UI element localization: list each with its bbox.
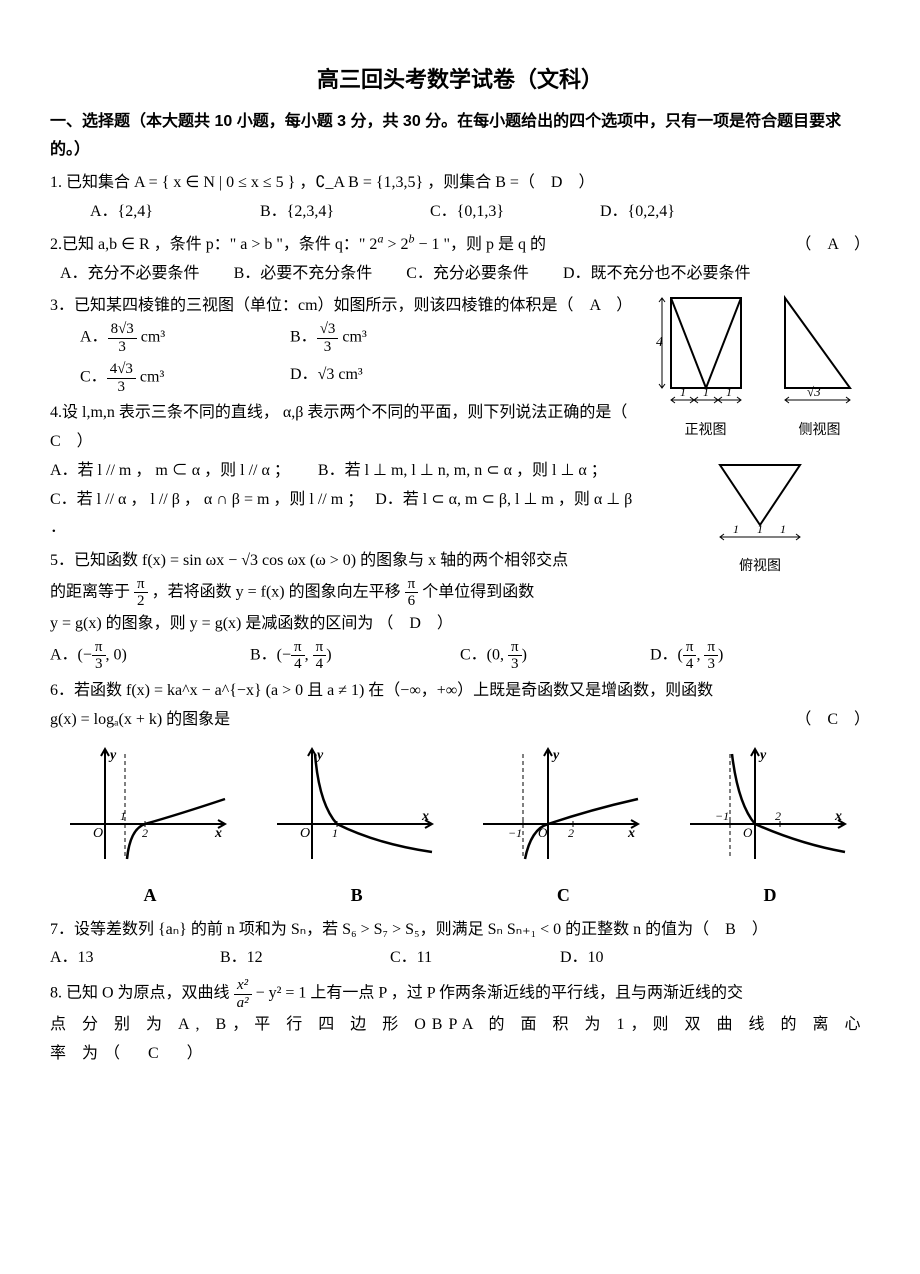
svg-text:1: 1 [120,809,126,823]
height-label: 4 [656,335,663,350]
svg-text:y: y [758,748,767,763]
svg-text:2: 2 [775,809,781,823]
q3-opt-d: D．√3 cm³ [290,361,460,395]
graph-d: O −1 2 x y D [690,744,850,911]
q3-opt-c: C．4√33 cm³ [80,361,250,395]
question-7: 7．设等差数列 {aₙ} 的前 n 项和为 Sₙ，若 S₆ > S₇ > S₅，… [50,916,870,974]
q5-line3: y = g(x) 的图象，则 y = g(x) 是减函数的区间为 （ D ） [50,610,870,639]
svg-text:√3: √3 [807,384,821,399]
question-6: 6．若函数 f(x) = ka^x − a^{−x} (a > 0 且 a ≠ … [50,677,870,735]
q2-opt-c: C．充分必要条件 [406,265,529,282]
svg-text:1: 1 [332,826,338,840]
q5-opt-a: A．(−π3, 0) [50,639,210,673]
q8-line1: 8. 已知 O 为原点，双曲线 x²a² − y² = 1 上有一点 P ，过 … [50,977,870,1011]
question-1: 1. 已知集合 A = { x ∈ N | 0 ≤ x ≤ 5 } ，∁_A B… [50,169,870,227]
q2-stem-a: 2.已知 a,b ∈ R ，条件 p：" a > b "，条件 q：" 2 [50,236,377,253]
svg-text:x: x [421,809,429,824]
svg-text:y: y [108,748,117,763]
front-view: 4 1 1 1 正视图 [656,288,756,442]
q3-opt-b: B．√33 cm³ [290,321,460,355]
svg-text:1: 1 [757,522,763,536]
svg-text:O: O [743,825,753,840]
top-view: 1 1 1 俯视图 [710,455,810,579]
q6-line2: g(x) = logₐ(x + k) 的图象是 [50,706,230,735]
q1-stem: 1. 已知集合 A = { x ∈ N | 0 ≤ x ≤ 5 } ，∁_A B… [50,169,870,198]
svg-text:y: y [315,748,324,763]
svg-text:−1: −1 [715,809,729,823]
svg-text:2: 2 [142,826,148,840]
svg-text:1: 1 [726,385,732,399]
exam-title: 高三回头考数学试卷（文科） [50,60,870,100]
question-2: 2.已知 a,b ∈ R ，条件 p：" a > b "，条件 q：" 2a >… [50,231,870,289]
graph-b-label: B [277,879,437,911]
q2-opt-d: D．既不充分也不必要条件 [563,265,751,282]
svg-text:1: 1 [733,522,739,536]
q2-stem-b: > 2 [383,236,408,253]
graph-a: O 1 2 x y A [70,744,230,911]
svg-text:1: 1 [780,522,786,536]
q4-opt-b: B．若 l ⊥ m, l ⊥ n, m, n ⊂ α ，则 l ⊥ α ； [318,462,607,479]
q4-opt-a: A．若 l // m ， m ⊂ α ，则 l // α ； [50,462,282,479]
side-view-label: 侧视图 [775,418,865,443]
top-view-label: 俯视图 [710,554,810,579]
svg-text:x: x [834,809,842,824]
svg-text:1: 1 [703,385,709,399]
q3-opt-a: A．8√33 cm³ [80,321,250,355]
q7-opt-b: B．12 [220,944,350,973]
svg-text:x: x [214,826,222,841]
q2-opt-b: B．必要不充分条件 [234,265,373,282]
q7-opt-a: A．13 [50,944,180,973]
q6-answer: （ C ） [795,706,870,735]
graph-c: O −1 2 x y C [483,744,643,911]
svg-text:1: 1 [680,385,686,399]
q1-opt-a: A．{2,4} [90,198,220,227]
graph-c-label: C [483,879,643,911]
svg-text:O: O [300,826,310,841]
q6-line1: 6．若函数 f(x) = ka^x − a^{−x} (a > 0 且 a ≠ … [50,677,870,706]
section-1-heading: 一、选择题（本大题共 10 小题，每小题 3 分，共 30 分。在每小题给出的四… [50,108,870,166]
side-view: √3 侧视图 [775,288,865,442]
question-8: 8. 已知 O 为原点，双曲线 x²a² − y² = 1 上有一点 P ，过 … [50,977,870,1069]
q5-opt-b: B．(−π4, π4) [250,639,420,673]
q5-opt-d: D．(π4, π3) [650,639,780,673]
q1-opt-b: B．{2,3,4} [260,198,390,227]
svg-text:2: 2 [568,826,574,840]
q7-opt-c: C．11 [390,944,520,973]
q1-opt-c: C．{0,1,3} [430,198,560,227]
front-view-label: 正视图 [656,418,756,443]
q4-opt-c: C．若 l // α ， l // β ， α ∩ β = m ，则 l // … [50,491,355,508]
q6-graphs: O 1 2 x y A O 1 x y B [70,744,850,911]
svg-text:O: O [93,826,103,841]
q2-answer: （ A ） [795,231,870,260]
graph-a-label: A [70,879,230,911]
q8-line2: 点 分 别 为 A, B，平 行 四 边 形 OBPA 的 面 积 为 1，则 … [50,1011,870,1069]
svg-text:−1: −1 [508,826,522,840]
svg-text:y: y [551,748,560,763]
svg-text:O: O [538,825,548,840]
q7-stem: 7．设等差数列 {aₙ} 的前 n 项和为 Sₙ，若 S₆ > S₇ > S₅，… [50,916,870,945]
side-view-svg: √3 [775,288,865,408]
q7-opt-d: D．10 [560,944,690,973]
q5-line2: 的距离等于 π2 ，若将函数 y = f(x) 的图象向左平移 π6 个单位得到… [50,576,870,610]
q1-opt-d: D．{0,2,4} [600,198,730,227]
svg-text:x: x [627,826,635,841]
q5-opt-c: C．(0, π3) [460,639,610,673]
graph-d-label: D [690,879,850,911]
front-view-svg: 4 1 1 1 [656,288,756,408]
three-view-figures: 4 1 1 1 正视图 [650,288,870,579]
q2-stem-c: − 1 "，则 p 是 q 的 [414,236,546,253]
q2-opt-a: A．充分不必要条件 [60,265,200,282]
top-view-svg: 1 1 1 [710,455,810,545]
graph-b: O 1 x y B [277,744,437,911]
q2-stem: 2.已知 a,b ∈ R ，条件 p：" a > b "，条件 q：" 2a >… [50,231,546,260]
